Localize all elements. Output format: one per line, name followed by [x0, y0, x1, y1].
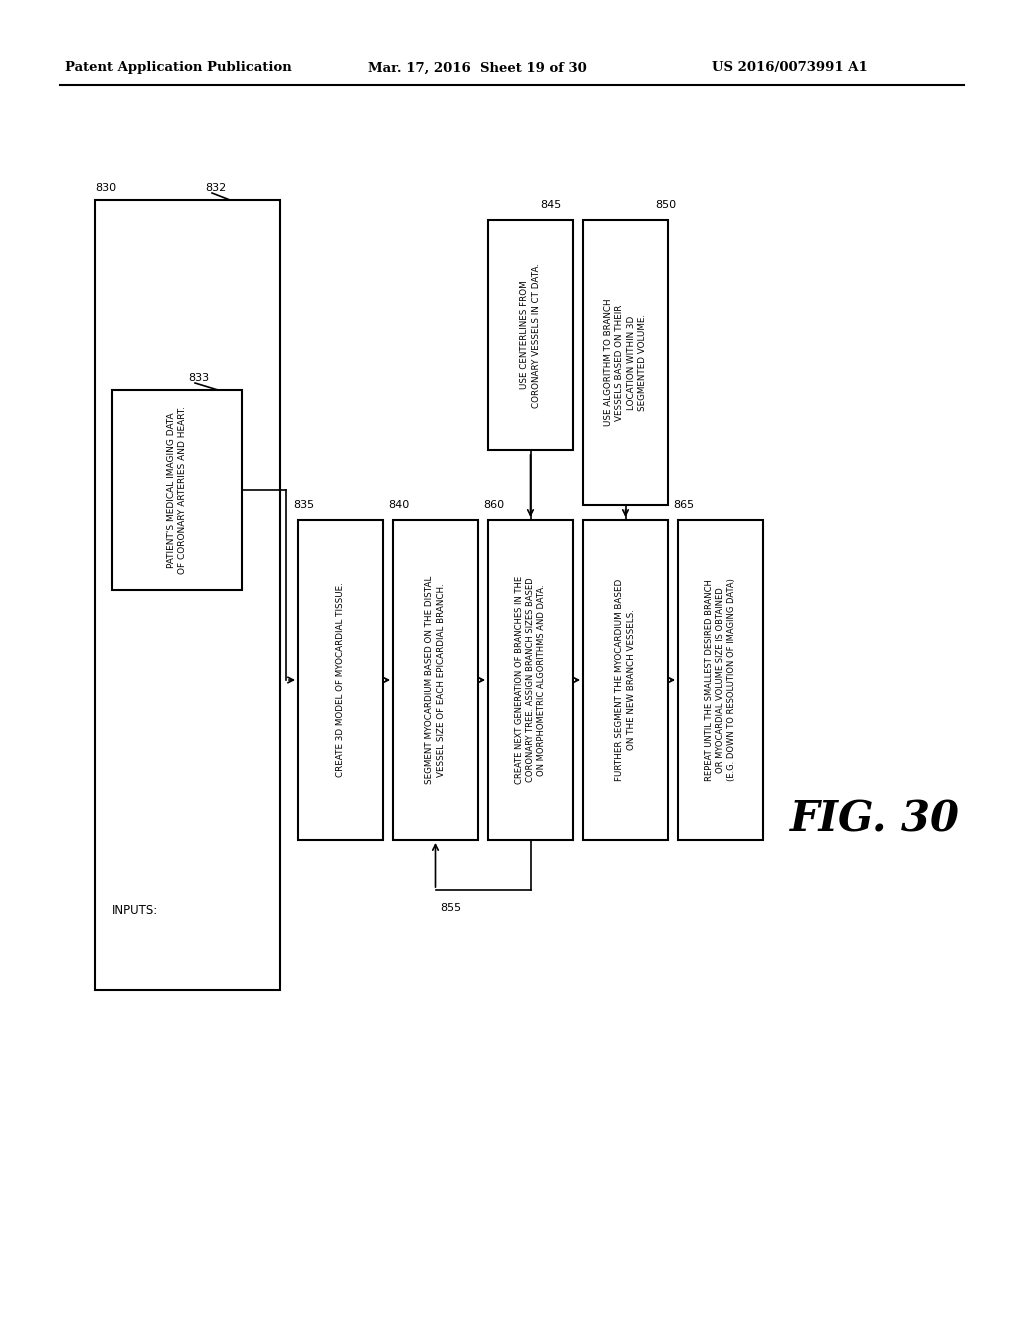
Text: FURTHER SEGMENT THE MYOCARDIUM BASED
ON THE NEW BRANCH VESSELS.: FURTHER SEGMENT THE MYOCARDIUM BASED ON … [615, 579, 636, 781]
Text: 830: 830 [95, 183, 116, 193]
Text: Patent Application Publication: Patent Application Publication [65, 62, 292, 74]
Bar [583, 220, 668, 506]
Bar [393, 520, 478, 840]
Text: USE CENTERLINES FROM
CORONARY VESSELS IN CT DATA.: USE CENTERLINES FROM CORONARY VESSELS IN… [520, 263, 541, 408]
Text: 835: 835 [293, 500, 314, 510]
Text: 845: 845 [541, 201, 562, 210]
Text: PATIENT'S MEDICAL IMAGING DATA
OF CORONARY ARTERIES AND HEART.: PATIENT'S MEDICAL IMAGING DATA OF CORONA… [167, 407, 187, 574]
Bar [95, 201, 280, 990]
Text: INPUTS:: INPUTS: [112, 903, 159, 916]
Bar [298, 520, 383, 840]
Bar [112, 389, 242, 590]
Text: 855: 855 [440, 903, 462, 913]
Text: 865: 865 [673, 500, 694, 510]
Text: SEGMENT MYOCARDIUM BASED ON THE DISTAL
VESSEL SIZE OF EACH EPICARDIAL BRANCH.: SEGMENT MYOCARDIUM BASED ON THE DISTAL V… [425, 576, 445, 784]
Text: FIG. 30: FIG. 30 [790, 799, 961, 841]
Bar [583, 520, 668, 840]
Text: USE ALGORITHM TO BRANCH
VESSELS BASED ON THEIR
LOCATION WITHIN 3D
SEGMENTED VOLU: USE ALGORITHM TO BRANCH VESSELS BASED ON… [604, 298, 646, 426]
Bar [488, 220, 573, 450]
Text: 832: 832 [205, 183, 226, 193]
Text: 860: 860 [483, 500, 504, 510]
Text: 840: 840 [388, 500, 410, 510]
Text: 833: 833 [188, 374, 209, 383]
Text: REPEAT UNTIL THE SMALLEST DESIRED BRANCH
OR MYOCARDIAL VOLUME SIZE IS OBTAINED
(: REPEAT UNTIL THE SMALLEST DESIRED BRANCH… [705, 578, 736, 781]
Text: US 2016/0073991 A1: US 2016/0073991 A1 [712, 62, 867, 74]
Bar [678, 520, 763, 840]
Text: 850: 850 [655, 201, 677, 210]
Text: Mar. 17, 2016  Sheet 19 of 30: Mar. 17, 2016 Sheet 19 of 30 [368, 62, 587, 74]
Bar [488, 520, 573, 840]
Text: CREATE NEXT GENERATION OF BRANCHES IN THE
CORONARY TREE. ASSIGN BRANCH SIZES BAS: CREATE NEXT GENERATION OF BRANCHES IN TH… [515, 576, 546, 784]
Text: CREATE 3D MODEL OF MYOCARDIAL TISSUE.: CREATE 3D MODEL OF MYOCARDIAL TISSUE. [336, 582, 345, 777]
